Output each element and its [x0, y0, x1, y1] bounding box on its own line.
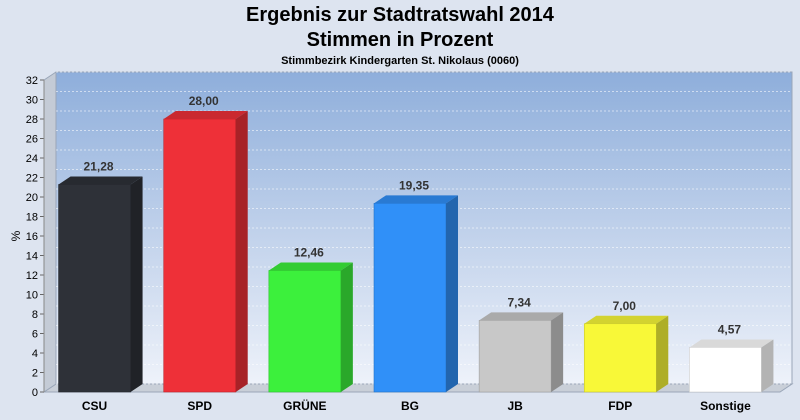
y-tick-label: 6 [32, 329, 38, 341]
bar-side [340, 262, 353, 392]
y-tick-label: 12 [26, 270, 38, 282]
bar [58, 184, 131, 393]
data-label: 7,34 [507, 295, 531, 309]
y-tick-label: 18 [26, 212, 38, 224]
x-tick-label: Sonstige [700, 399, 751, 413]
bar-side [130, 176, 143, 392]
bar-side [656, 315, 669, 392]
data-label: 7,00 [613, 299, 637, 313]
x-tick-label: FDP [608, 399, 632, 413]
data-label: 12,46 [294, 246, 324, 260]
y-tick-label: 10 [26, 290, 38, 302]
chart-title: Ergebnis zur Stadtratswahl 2014 [246, 4, 554, 26]
bar [689, 347, 762, 393]
plot-side-wall [43, 71, 57, 393]
bar-side [235, 111, 248, 392]
x-tick-label: SPD [187, 399, 212, 413]
chart-subtitle: Stimmen in Prozent [306, 29, 494, 51]
y-tick-label: 8 [32, 309, 38, 321]
bar-top [584, 315, 669, 324]
y-tick-label: 28 [26, 114, 38, 126]
bar [373, 203, 447, 393]
bar-top [58, 176, 143, 185]
y-tick-label: 16 [26, 231, 38, 243]
bar-top [689, 339, 774, 348]
x-tick-label: CSU [82, 399, 107, 413]
data-label: 21,28 [84, 160, 114, 174]
y-tick-label: 2 [32, 368, 38, 380]
y-tick-label: 24 [26, 153, 38, 165]
x-tick-label: BG [401, 399, 419, 413]
y-tick-label: 26 [26, 134, 38, 146]
y-tick-label: 20 [26, 192, 38, 204]
bar-side [551, 312, 564, 392]
y-tick-label: 0 [32, 387, 38, 399]
bar-top [374, 195, 458, 204]
y-axis-label: % [9, 230, 23, 241]
data-label: 28,00 [189, 94, 219, 108]
y-tick-label: 32 [26, 75, 38, 87]
bar-top [479, 312, 564, 321]
data-label: 19,35 [399, 178, 429, 192]
bar-side [446, 195, 458, 392]
bar [268, 270, 342, 393]
bar-side [761, 339, 774, 392]
bar-top [268, 262, 353, 271]
y-tick-label: 30 [26, 95, 38, 107]
data-label: 4,57 [718, 322, 742, 336]
bar [583, 323, 657, 393]
bar-top [163, 111, 248, 119]
x-tick-label: JB [507, 399, 523, 413]
bar [478, 320, 552, 393]
y-tick-label: 4 [32, 348, 38, 360]
bar [163, 118, 237, 393]
y-tick-label: 14 [26, 251, 38, 263]
chart-caption: Stimmbezirk Kindergarten St. Nikolaus (0… [281, 55, 519, 67]
x-tick-label: GRÜNE [283, 398, 326, 413]
y-tick-label: 22 [26, 173, 38, 185]
